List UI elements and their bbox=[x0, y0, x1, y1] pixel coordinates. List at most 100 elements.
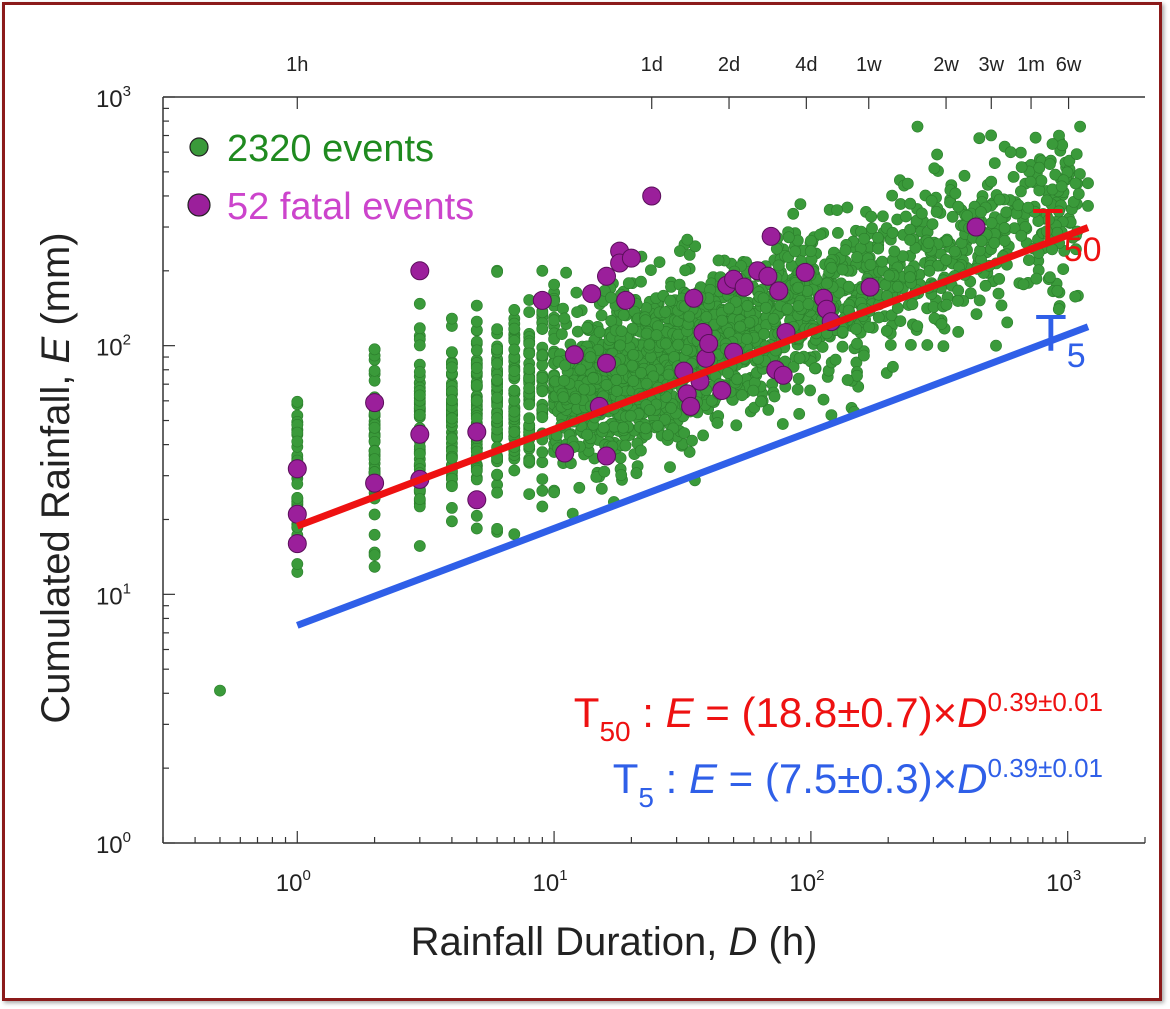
event-point bbox=[930, 205, 943, 218]
event-point bbox=[491, 374, 503, 386]
event-point bbox=[1033, 184, 1046, 197]
event-point bbox=[508, 405, 521, 418]
event-point bbox=[768, 390, 781, 403]
event-point bbox=[413, 297, 426, 310]
event-point bbox=[627, 375, 640, 387]
fatal-event-point bbox=[555, 443, 575, 463]
event-point bbox=[523, 347, 536, 360]
fatal-event-point bbox=[365, 393, 385, 413]
event-point bbox=[712, 254, 725, 267]
event-point bbox=[851, 251, 863, 264]
event-point bbox=[445, 312, 458, 325]
event-point bbox=[904, 271, 916, 284]
event-point bbox=[470, 315, 483, 328]
event-point bbox=[814, 228, 827, 241]
event-point bbox=[470, 344, 483, 357]
event-point bbox=[600, 378, 613, 391]
event-point bbox=[1082, 177, 1094, 190]
event-point bbox=[291, 558, 304, 570]
x-tick-label: 100 bbox=[276, 867, 311, 897]
event-point bbox=[700, 311, 713, 323]
event-point bbox=[836, 263, 849, 276]
event-point bbox=[1024, 175, 1037, 188]
event-point bbox=[1069, 177, 1082, 190]
fatal-event-point bbox=[365, 473, 385, 493]
equation-t5: T5 : E = (7.5±0.3)×D0.39±0.01 bbox=[613, 753, 1103, 813]
event-point bbox=[832, 226, 844, 239]
fatal-event-point bbox=[287, 459, 307, 479]
event-point bbox=[952, 325, 965, 338]
event-point bbox=[624, 410, 637, 422]
event-point bbox=[508, 343, 521, 356]
event-point bbox=[793, 352, 806, 365]
event-point bbox=[368, 453, 381, 466]
event-point bbox=[864, 258, 877, 271]
event-point bbox=[617, 421, 630, 434]
y-tick-label: 101 bbox=[96, 580, 131, 610]
event-point bbox=[1044, 271, 1056, 284]
event-point bbox=[792, 281, 805, 294]
event-point bbox=[470, 522, 483, 535]
event-point bbox=[617, 309, 630, 321]
event-point bbox=[491, 343, 503, 356]
event-point bbox=[992, 287, 1005, 300]
event-point bbox=[958, 169, 971, 182]
event-point bbox=[470, 412, 483, 425]
event-point bbox=[904, 197, 917, 210]
event-point bbox=[640, 327, 653, 340]
event-point bbox=[1042, 213, 1055, 226]
scatter-plot: 100 101 102 103 100 101 102 103 1h 1d 2d 4d 1w 2w 3w 1m… bbox=[34, 54, 1146, 964]
y-tick-label: 102 bbox=[96, 332, 131, 362]
event-point bbox=[622, 277, 635, 290]
event-point bbox=[1040, 225, 1053, 237]
event-point bbox=[1007, 170, 1020, 183]
event-point bbox=[911, 320, 924, 332]
fatal-event-point bbox=[621, 248, 641, 268]
event-point bbox=[1053, 205, 1065, 218]
event-point bbox=[581, 428, 594, 441]
event-point bbox=[1057, 263, 1070, 275]
event-point bbox=[640, 377, 653, 390]
event-point bbox=[368, 364, 381, 377]
event-point bbox=[683, 446, 696, 458]
event-point bbox=[940, 298, 953, 311]
event-point bbox=[445, 480, 458, 493]
event-point bbox=[900, 210, 912, 223]
event-point bbox=[793, 407, 806, 420]
event-point bbox=[816, 341, 829, 353]
event-point bbox=[952, 200, 965, 213]
event-point bbox=[559, 359, 571, 372]
event-point bbox=[792, 372, 805, 385]
event-point bbox=[445, 412, 458, 425]
legend-marker-events bbox=[189, 137, 209, 157]
event-point bbox=[858, 349, 870, 362]
event-point bbox=[523, 337, 536, 350]
event-point bbox=[647, 370, 660, 383]
event-point bbox=[653, 256, 666, 268]
event-point bbox=[697, 429, 709, 442]
label-t50: T50 bbox=[1032, 199, 1102, 269]
event-point bbox=[368, 343, 381, 356]
event-point bbox=[626, 322, 639, 335]
event-point bbox=[998, 234, 1011, 247]
event-point bbox=[635, 275, 647, 288]
event-point bbox=[681, 233, 694, 246]
event-point bbox=[672, 338, 685, 351]
event-point bbox=[804, 245, 817, 258]
event-point bbox=[876, 255, 889, 268]
event-point bbox=[995, 299, 1008, 312]
fatal-events-series bbox=[287, 186, 986, 554]
event-point bbox=[679, 264, 692, 277]
threshold-lines bbox=[296, 224, 1090, 629]
event-point bbox=[979, 279, 992, 292]
event-point bbox=[1033, 161, 1046, 174]
event-point bbox=[1000, 206, 1013, 219]
event-point bbox=[1017, 278, 1030, 291]
event-point bbox=[548, 278, 560, 291]
fatal-event-point bbox=[597, 353, 616, 373]
event-point bbox=[664, 461, 676, 473]
fatal-event-point bbox=[761, 226, 781, 246]
event-point bbox=[598, 465, 611, 478]
event-point bbox=[905, 338, 917, 351]
